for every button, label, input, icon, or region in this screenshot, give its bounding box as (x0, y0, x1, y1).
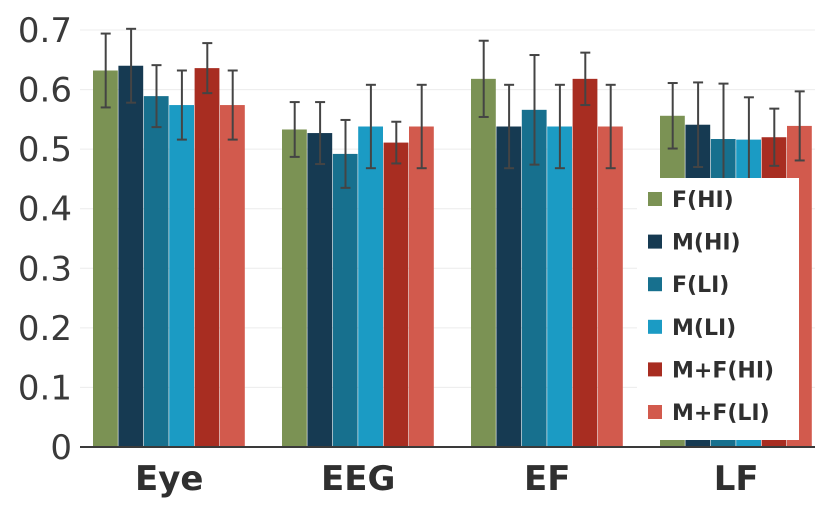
error-bar (227, 69, 238, 141)
bar (282, 129, 307, 447)
legend-swatch (648, 362, 662, 377)
legend-label: F(HI) (672, 188, 734, 213)
y-tick-label: 0.6 (18, 71, 72, 111)
x-tick-label: Eye (135, 459, 203, 499)
bar (220, 105, 245, 447)
error-bar (693, 81, 704, 169)
legend-item: F(HI) (648, 188, 734, 213)
bar (194, 68, 220, 447)
error-bar (667, 82, 678, 150)
error-bar (580, 51, 591, 107)
legend-item: M+F(LI) (648, 401, 770, 426)
legend-label: F(LI) (672, 273, 729, 298)
legend-label: M+F(LI) (672, 401, 770, 426)
bar (598, 126, 623, 448)
legend-swatch (648, 234, 662, 249)
bar (547, 126, 572, 448)
legend-label: M(LI) (672, 316, 736, 341)
bar (93, 70, 118, 447)
error-bar (391, 120, 402, 165)
legend-label: M(HI) (672, 231, 741, 256)
error-bar (794, 90, 805, 162)
bar (383, 142, 409, 447)
error-bar (605, 83, 616, 170)
bar (332, 153, 358, 447)
y-tick-label: 0.1 (18, 368, 72, 408)
error-bar (529, 54, 540, 166)
error-bar (126, 27, 137, 104)
x-tick-label: LF (714, 459, 759, 499)
legend: F(HI) M(HI) F(LI) M(LI) M+F(HI) M+F(LI) (637, 178, 799, 440)
error-bars (100, 27, 805, 196)
x-axis-ticks: Eye EEG EF LF (135, 459, 759, 499)
bar (307, 133, 333, 447)
x-tick-label: EF (524, 459, 570, 499)
error-bar (478, 39, 489, 118)
legend-label: M+F(HI) (672, 358, 774, 383)
error-bar (504, 83, 515, 170)
bar (471, 78, 496, 447)
bar (572, 78, 598, 447)
bar (409, 126, 434, 448)
y-tick-label: 0.5 (18, 130, 72, 170)
y-tick-label: 0.3 (18, 249, 72, 289)
error-bar (365, 83, 376, 170)
y-tick-label: 0.2 (18, 309, 72, 349)
y-tick-label: 0.4 (18, 190, 72, 230)
error-bar (554, 83, 565, 170)
error-bar (100, 32, 111, 109)
error-bar (202, 42, 213, 95)
bar (169, 105, 194, 447)
error-bar (416, 83, 427, 170)
bar (143, 96, 169, 448)
y-axis-ticks: 0 0.1 0.2 0.3 0.4 0.5 0.6 0.7 (18, 11, 72, 468)
error-bar (340, 118, 351, 189)
error-bar (289, 101, 300, 158)
y-tick-label: 0 (50, 428, 72, 468)
y-tick-label: 0.7 (18, 11, 72, 51)
error-bar (176, 69, 187, 141)
legend-item: F(LI) (648, 273, 729, 298)
error-bar (769, 107, 780, 167)
legend-item: M(HI) (648, 231, 741, 256)
legend-background (637, 178, 799, 440)
legend-swatch (648, 277, 662, 292)
bar (118, 65, 144, 447)
error-bar (151, 64, 162, 129)
legend-swatch (648, 319, 662, 334)
bar (496, 126, 522, 448)
bar (358, 126, 383, 448)
x-tick-label: EEG (321, 459, 395, 499)
legend-item: M+F(HI) (648, 358, 774, 383)
legend-item: M(LI) (648, 316, 736, 341)
error-bar (315, 101, 326, 166)
legend-swatch (648, 405, 662, 419)
bar (521, 109, 547, 447)
legend-swatch (648, 192, 662, 206)
